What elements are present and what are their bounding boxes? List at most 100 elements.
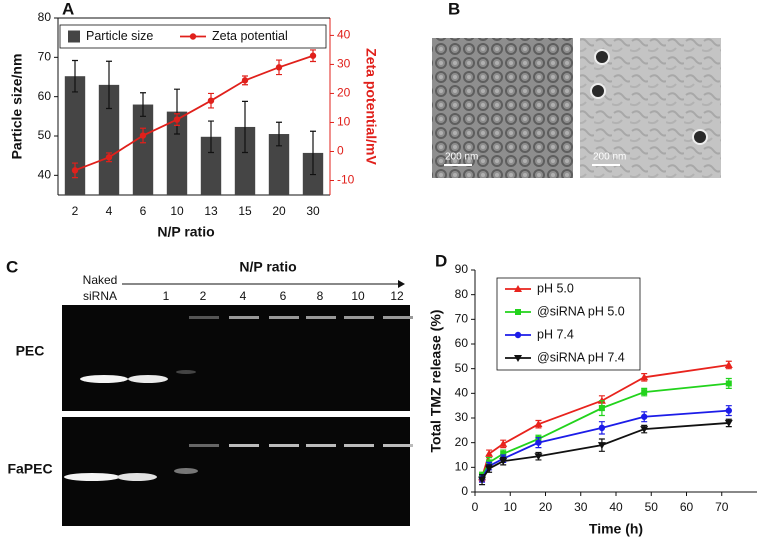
x-tick-label: 0 xyxy=(472,500,479,514)
gel-bands xyxy=(64,370,198,481)
legend-label: @siRNA pH 5.0 xyxy=(537,304,625,318)
x-tick-label: 10 xyxy=(504,500,518,514)
error-bar xyxy=(106,60,112,110)
bar xyxy=(200,136,222,195)
error-bar xyxy=(276,121,282,147)
marker xyxy=(499,458,508,466)
marker xyxy=(71,167,79,174)
bar xyxy=(166,111,188,195)
bar xyxy=(132,104,154,195)
marker xyxy=(534,420,543,428)
panel-letter: B xyxy=(448,0,460,18)
x-tick-label: 15 xyxy=(238,204,252,218)
y-tick-label: 70 xyxy=(455,312,469,326)
y-axis-label: Particle size/nm xyxy=(9,54,25,160)
x-tick-label: 10 xyxy=(170,204,184,218)
marker xyxy=(478,476,487,484)
lane-label: 8 xyxy=(317,289,324,303)
marker xyxy=(597,442,606,450)
marker xyxy=(173,116,181,123)
lane-label: Naked xyxy=(83,273,118,287)
gel-well xyxy=(383,316,413,319)
y-tick-label: 20 xyxy=(455,435,469,449)
x-tick-label: 13 xyxy=(204,204,218,218)
arrow-head xyxy=(398,280,405,288)
y-tick-label: 90 xyxy=(455,262,469,276)
error-bar xyxy=(72,59,78,93)
y-tick-label: 50 xyxy=(38,128,52,142)
gel-row-label: FaPEC xyxy=(7,461,52,477)
x-tick-label: 50 xyxy=(645,500,659,514)
x-tick-label: 60 xyxy=(680,500,694,514)
bar xyxy=(234,126,256,195)
legend-label: Zeta potential xyxy=(212,29,288,43)
line xyxy=(481,382,729,477)
y-tick-label: 80 xyxy=(38,10,52,24)
y-axis-label: Total TMZ release (%) xyxy=(428,310,444,453)
marker xyxy=(641,413,648,420)
y2-tick-label: 20 xyxy=(337,86,351,100)
marker xyxy=(535,439,542,446)
gel xyxy=(62,417,410,526)
error-bar xyxy=(310,130,316,176)
error-bar xyxy=(174,88,180,135)
marker xyxy=(724,419,733,427)
y-tick-label: 40 xyxy=(455,386,469,400)
marker xyxy=(139,132,147,139)
marker xyxy=(485,465,494,473)
bar xyxy=(64,76,86,195)
x-tick-label: 20 xyxy=(539,500,553,514)
marker xyxy=(725,407,732,414)
gel-well xyxy=(383,444,413,447)
micrograph xyxy=(432,38,573,178)
marker xyxy=(725,380,732,387)
gel-axis-label: N/P ratio xyxy=(239,259,296,275)
marker xyxy=(500,450,507,457)
y-tick-label: 0 xyxy=(461,484,468,498)
error-bar xyxy=(208,120,214,154)
panel-letter: A xyxy=(62,0,74,18)
gel-well xyxy=(306,316,336,319)
scale-label: 200 nm xyxy=(445,152,478,163)
legend-marker xyxy=(514,285,522,292)
y-tick-label: 60 xyxy=(455,336,469,350)
lane-label: 6 xyxy=(280,289,287,303)
marker xyxy=(641,389,648,396)
gel xyxy=(62,305,410,411)
line xyxy=(74,54,314,172)
marker xyxy=(724,360,733,368)
particles xyxy=(590,49,708,145)
lane-label: 2 xyxy=(200,289,207,303)
y2-tick-label: -10 xyxy=(337,173,355,187)
x-axis-label: N/P ratio xyxy=(157,224,214,240)
gel-well xyxy=(229,316,259,319)
y-tick-label: 10 xyxy=(455,460,469,474)
marker xyxy=(275,64,283,71)
panel-letter: D xyxy=(435,251,447,270)
scale-label: 200 nm xyxy=(593,152,626,163)
gel-well xyxy=(189,316,219,319)
marker xyxy=(598,424,606,432)
legend-marker xyxy=(189,33,197,40)
marker xyxy=(241,77,249,84)
x-tick-label: 20 xyxy=(272,204,286,218)
gel-well xyxy=(344,316,374,319)
legend-swatch xyxy=(68,30,80,43)
lane-label: 10 xyxy=(351,289,365,303)
marker xyxy=(207,97,215,104)
x-tick-label: 2 xyxy=(72,204,79,218)
y2-axis-label: Zeta potential/mV xyxy=(363,48,379,165)
marker xyxy=(105,154,113,161)
marker xyxy=(640,426,649,434)
legend-marker xyxy=(514,331,522,339)
gel-row-label: PEC xyxy=(16,343,45,359)
error-bar xyxy=(242,100,248,154)
y-tick-label: 40 xyxy=(38,168,52,182)
x-tick-label: 40 xyxy=(609,500,623,514)
y-tick-label: 50 xyxy=(455,361,469,375)
legend-label: pH 5.0 xyxy=(537,281,574,295)
lane-label: 4 xyxy=(240,289,247,303)
marker xyxy=(534,453,543,461)
y-tick-label: 80 xyxy=(455,287,469,301)
